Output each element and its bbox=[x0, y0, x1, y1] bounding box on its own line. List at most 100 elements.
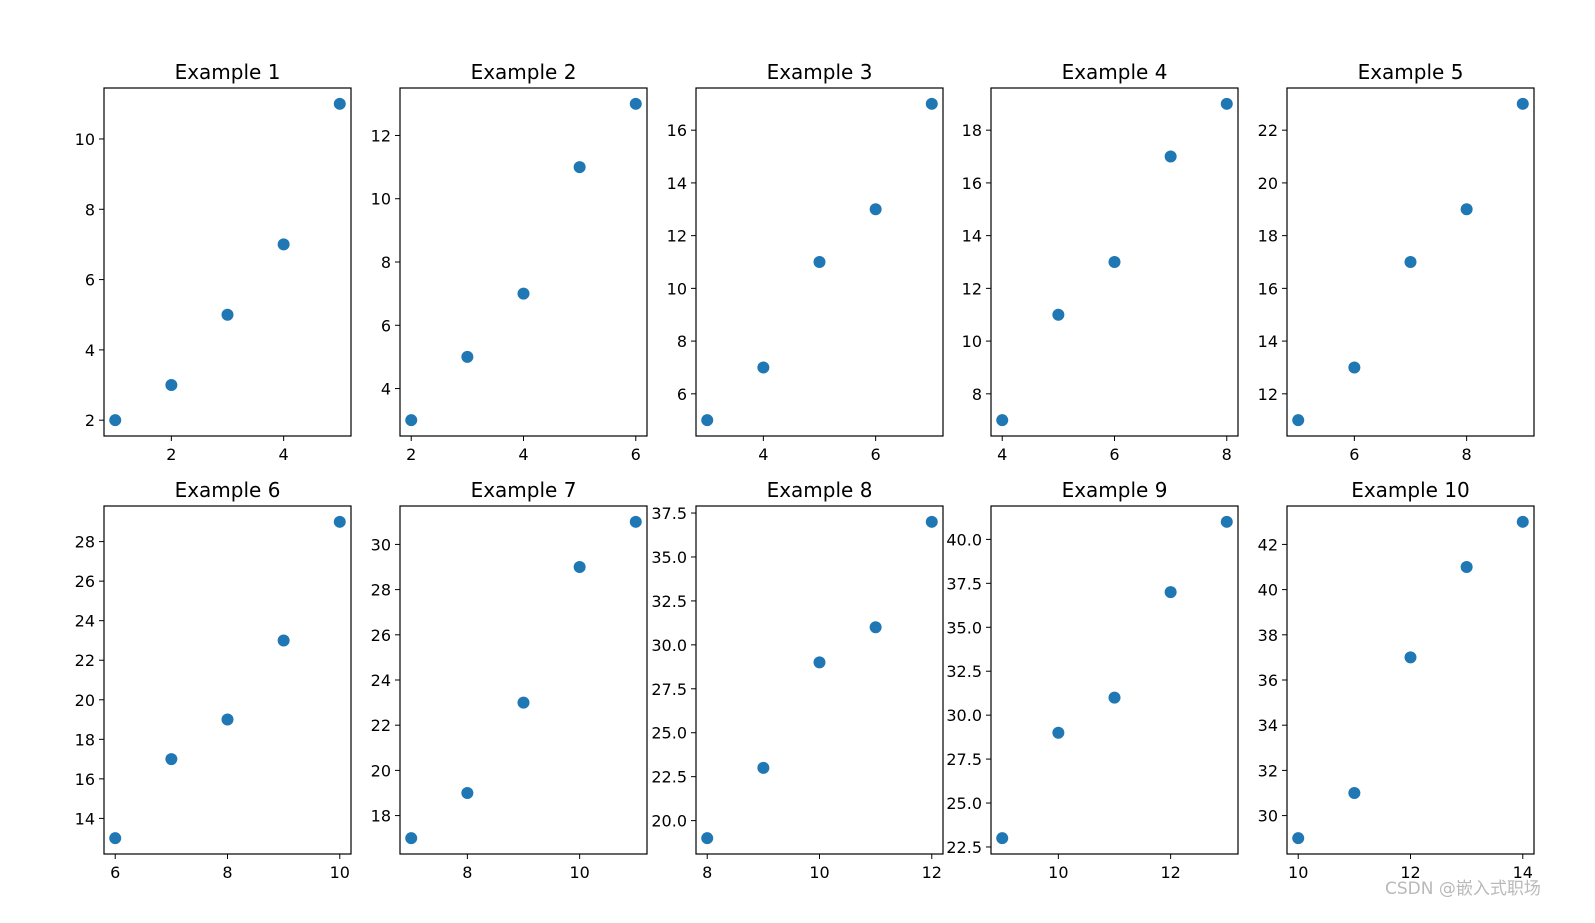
axes-frame bbox=[103, 505, 352, 855]
y-tick-label: 14 bbox=[667, 174, 687, 193]
scatter-point bbox=[1460, 561, 1473, 574]
y-tick-label: 20 bbox=[1258, 174, 1278, 193]
subplot-10: Example 10 10 12 14 30 32 34 36 38 40 42 bbox=[1258, 478, 1535, 882]
scatter-point bbox=[996, 414, 1009, 427]
scatter-point bbox=[573, 561, 586, 574]
y-tick-label: 22.5 bbox=[946, 838, 982, 857]
x-tick-label: 8 bbox=[702, 863, 712, 882]
axes-frame bbox=[399, 87, 648, 437]
y-tick-label: 30.0 bbox=[651, 636, 687, 655]
y-tick-label: 28 bbox=[75, 533, 95, 552]
y-tick-label: 12 bbox=[667, 227, 687, 246]
y-tick-label: 8 bbox=[85, 200, 95, 219]
y-tick-label: 6 bbox=[85, 271, 95, 290]
x-tick-label: 4 bbox=[518, 445, 528, 464]
scatter-point bbox=[869, 621, 882, 634]
y-tick-label: 24 bbox=[371, 671, 391, 690]
scatter-point bbox=[405, 414, 418, 427]
y-tick-label: 6 bbox=[677, 385, 687, 404]
scatter-point bbox=[1516, 97, 1529, 110]
scatter-point bbox=[1460, 203, 1473, 216]
y-tick-label: 35.0 bbox=[946, 618, 982, 637]
scatter-point bbox=[333, 515, 346, 528]
y-tick-label: 40.0 bbox=[946, 530, 982, 549]
scatter-point bbox=[629, 97, 642, 110]
y-tick-label: 32.5 bbox=[946, 662, 982, 681]
watermark: CSDN @嵌入式职场 bbox=[1385, 879, 1541, 899]
y-tick-label: 35.0 bbox=[651, 548, 687, 567]
y-tick-label: 16 bbox=[75, 770, 95, 789]
y-tick-label: 22 bbox=[75, 651, 95, 670]
y-tick-label: 25.0 bbox=[946, 794, 982, 813]
axes-frame bbox=[695, 87, 944, 437]
y-tick-label: 42 bbox=[1258, 535, 1278, 554]
scatter-point bbox=[1348, 786, 1361, 799]
axes-frame bbox=[399, 505, 648, 855]
scatter-point bbox=[1404, 256, 1417, 268]
scatter-point bbox=[1220, 97, 1233, 110]
scatter-point bbox=[109, 414, 122, 427]
scatter-point bbox=[221, 308, 234, 321]
axes-frame bbox=[990, 505, 1239, 855]
subplot-title: Example 10 bbox=[1351, 478, 1470, 502]
scatter-point bbox=[165, 379, 178, 392]
x-tick-label: 10 bbox=[330, 863, 350, 882]
scatter-point bbox=[573, 161, 586, 174]
scatter-point bbox=[1052, 726, 1065, 739]
x-tick-label: 8 bbox=[1222, 445, 1232, 464]
scatter-point bbox=[1108, 256, 1121, 268]
axes-frame bbox=[1286, 87, 1535, 437]
x-tick-label: 6 bbox=[871, 445, 881, 464]
y-tick-label: 4 bbox=[381, 380, 391, 399]
y-tick-label: 16 bbox=[1258, 279, 1278, 298]
y-tick-label: 10 bbox=[371, 190, 391, 209]
y-tick-label: 38 bbox=[1258, 626, 1278, 645]
scatter-point bbox=[869, 203, 882, 216]
y-tick-label: 18 bbox=[1258, 227, 1278, 246]
x-tick-label: 6 bbox=[110, 863, 120, 882]
subplot-title: Example 4 bbox=[1062, 60, 1168, 84]
subplot-5: Example 5 6 8 12 14 16 18 20 22 bbox=[1258, 60, 1535, 464]
y-tick-label: 10 bbox=[667, 279, 687, 298]
scatter-point bbox=[1108, 691, 1121, 704]
scatter-point bbox=[925, 515, 938, 528]
scatter-point bbox=[1220, 515, 1233, 528]
y-tick-label: 34 bbox=[1258, 716, 1278, 735]
y-tick-label: 36 bbox=[1258, 671, 1278, 690]
y-tick-label: 27.5 bbox=[651, 680, 687, 699]
y-tick-label: 10 bbox=[75, 130, 95, 149]
subplot-1: Example 1 2 4 2 4 6 8 10 bbox=[75, 60, 352, 464]
y-tick-label: 12 bbox=[962, 279, 982, 298]
scatter-point bbox=[165, 753, 178, 766]
y-tick-label: 27.5 bbox=[946, 750, 982, 769]
y-tick-label: 20.0 bbox=[651, 812, 687, 831]
y-tick-label: 8 bbox=[972, 385, 982, 404]
scatter-point bbox=[333, 97, 346, 110]
y-tick-label: 22 bbox=[371, 716, 391, 735]
scatter-point bbox=[701, 832, 714, 845]
y-tick-label: 32.5 bbox=[651, 592, 687, 611]
y-tick-label: 25.0 bbox=[651, 724, 687, 743]
axes-frame bbox=[1286, 505, 1535, 855]
x-tick-label: 12 bbox=[1160, 863, 1180, 882]
y-tick-label: 2 bbox=[85, 411, 95, 430]
subplot-title: Example 2 bbox=[471, 60, 577, 84]
y-tick-label: 32 bbox=[1258, 761, 1278, 780]
y-tick-label: 40 bbox=[1258, 581, 1278, 600]
x-tick-label: 6 bbox=[631, 445, 641, 464]
y-tick-label: 30.0 bbox=[946, 706, 982, 725]
y-tick-label: 26 bbox=[371, 626, 391, 645]
y-tick-label: 18 bbox=[75, 730, 95, 749]
subplot-3: Example 3 4 6 6 8 10 12 14 16 bbox=[667, 60, 944, 464]
scatter-point bbox=[813, 256, 826, 268]
y-tick-label: 22 bbox=[1258, 121, 1278, 140]
subplot-7: Example 7 8 10 18 20 22 24 26 28 30 bbox=[371, 478, 648, 882]
y-tick-label: 10 bbox=[962, 332, 982, 351]
y-tick-label: 14 bbox=[75, 809, 95, 828]
scatter-point bbox=[757, 361, 770, 374]
y-tick-label: 18 bbox=[371, 807, 391, 826]
y-tick-label: 12 bbox=[1258, 385, 1278, 404]
x-tick-label: 10 bbox=[809, 863, 829, 882]
subplot-6: Example 6 6 8 10 14 16 18 20 22 24 26 28 bbox=[75, 478, 352, 882]
